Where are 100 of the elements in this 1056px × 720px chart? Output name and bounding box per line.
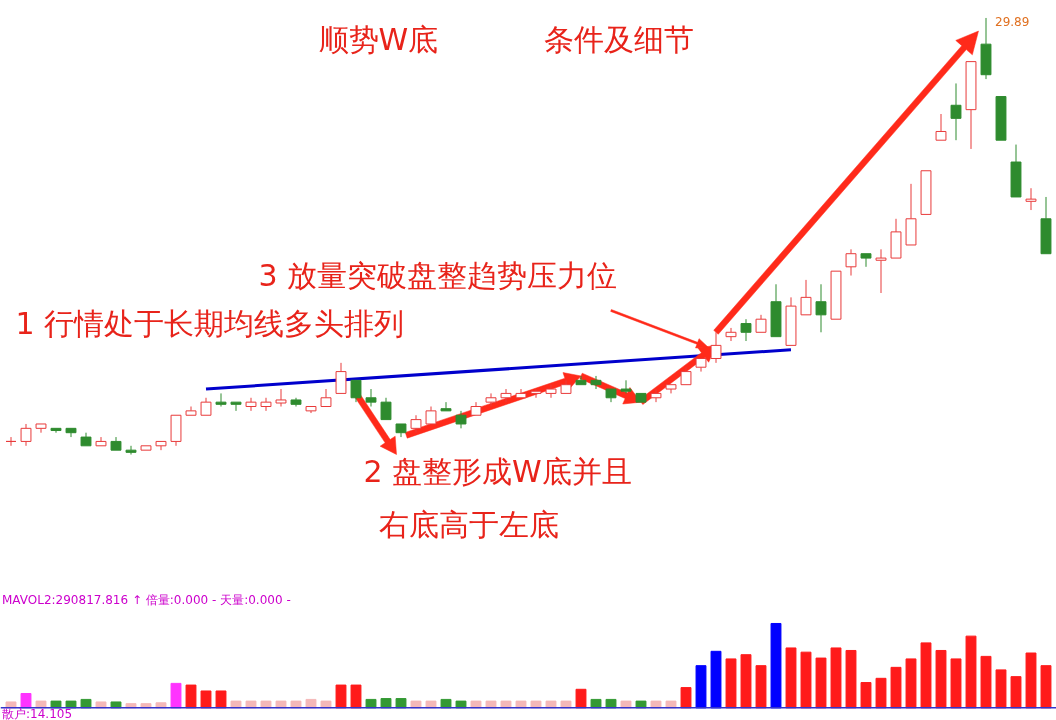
bar bbox=[545, 700, 557, 709]
candlestick bbox=[620, 379, 632, 394]
candlestick bbox=[5, 436, 17, 447]
bar bbox=[965, 635, 977, 709]
bar bbox=[215, 690, 227, 709]
annotation: 1 行情处于长期均线多头排列 bbox=[15, 306, 405, 342]
candlestick bbox=[845, 248, 857, 277]
bar bbox=[275, 700, 287, 709]
candlestick bbox=[545, 384, 557, 399]
bar bbox=[995, 669, 1007, 709]
candlestick bbox=[725, 327, 737, 342]
bar bbox=[305, 698, 317, 709]
bar bbox=[515, 700, 527, 709]
bar bbox=[575, 688, 587, 709]
candlestick bbox=[500, 388, 512, 403]
candlestick bbox=[485, 392, 497, 408]
bar bbox=[635, 700, 647, 709]
bar bbox=[815, 657, 827, 709]
bar bbox=[620, 700, 632, 709]
bar bbox=[470, 700, 482, 709]
candlestick bbox=[20, 423, 32, 447]
chart-title: 顺势W底 bbox=[318, 22, 439, 58]
bar bbox=[710, 650, 722, 709]
bar bbox=[800, 651, 812, 709]
annotation: 3 放量突破盘整趋势压力位 bbox=[258, 258, 618, 293]
candlestick bbox=[950, 82, 962, 141]
bar bbox=[350, 684, 362, 709]
candlestick bbox=[410, 414, 422, 434]
bar bbox=[875, 677, 887, 709]
bar bbox=[650, 700, 662, 709]
bar bbox=[605, 698, 617, 709]
bar bbox=[665, 700, 677, 709]
candlestick bbox=[530, 388, 542, 399]
bar bbox=[980, 655, 992, 709]
bar bbox=[1010, 676, 1022, 709]
bar bbox=[740, 654, 752, 709]
candlestick bbox=[365, 388, 377, 408]
candlestick bbox=[455, 410, 467, 429]
candlestick bbox=[590, 375, 602, 390]
bar bbox=[95, 701, 107, 709]
annotation: 散户:14.105 bbox=[2, 706, 73, 720]
bar bbox=[530, 700, 542, 709]
bar bbox=[485, 700, 497, 709]
text: 右底高于左底 bbox=[378, 506, 559, 542]
bar bbox=[230, 700, 242, 709]
bar bbox=[5, 701, 17, 709]
bar bbox=[590, 698, 602, 709]
bar bbox=[680, 687, 692, 709]
bar bbox=[185, 684, 197, 709]
bar bbox=[365, 698, 377, 709]
candlestick bbox=[815, 283, 827, 333]
bar bbox=[35, 700, 47, 709]
candlestick bbox=[710, 331, 722, 364]
bar bbox=[845, 649, 857, 709]
bar bbox=[830, 647, 842, 709]
bar bbox=[455, 700, 467, 709]
bar bbox=[920, 642, 932, 709]
candlestick bbox=[650, 388, 662, 403]
bar bbox=[1040, 665, 1052, 709]
bar bbox=[335, 684, 347, 709]
bar bbox=[380, 698, 392, 709]
candlestick bbox=[740, 318, 752, 342]
bar bbox=[860, 682, 872, 709]
bar bbox=[410, 700, 422, 709]
bar bbox=[785, 647, 797, 709]
chart-subtitle: 条件及细节 bbox=[543, 22, 694, 58]
bar bbox=[110, 701, 122, 709]
bar bbox=[935, 649, 947, 709]
bar bbox=[1025, 652, 1037, 709]
bar bbox=[245, 700, 257, 709]
candlestick bbox=[125, 445, 137, 456]
text: MAVOL2:290817.816 ↑ 倍量:0.000 - 天量:0.000 - bbox=[2, 592, 291, 607]
bar bbox=[500, 700, 512, 709]
bar bbox=[725, 658, 737, 709]
candlestick bbox=[1025, 187, 1037, 211]
annotation: 29.89 bbox=[995, 14, 1030, 29]
bar bbox=[755, 665, 767, 709]
candlestick bbox=[290, 397, 302, 408]
bar bbox=[200, 690, 212, 709]
bar bbox=[560, 700, 572, 709]
bar bbox=[890, 666, 902, 709]
bar bbox=[950, 658, 962, 709]
bar bbox=[260, 700, 272, 709]
bar bbox=[440, 698, 452, 709]
candlestick bbox=[215, 392, 227, 408]
bar bbox=[395, 698, 407, 709]
bar bbox=[50, 700, 62, 709]
bar bbox=[290, 700, 302, 709]
bar bbox=[65, 700, 77, 709]
candlestick bbox=[980, 17, 992, 80]
bar bbox=[170, 682, 182, 709]
bar bbox=[80, 698, 92, 709]
candlestick bbox=[275, 388, 287, 408]
bar bbox=[695, 665, 707, 709]
bar bbox=[320, 700, 332, 709]
candlestick bbox=[260, 397, 272, 412]
annotation: 2 盘整形成W底并且 bbox=[363, 454, 632, 490]
bar bbox=[425, 700, 437, 709]
candlestick bbox=[245, 397, 257, 412]
bar bbox=[20, 693, 32, 709]
